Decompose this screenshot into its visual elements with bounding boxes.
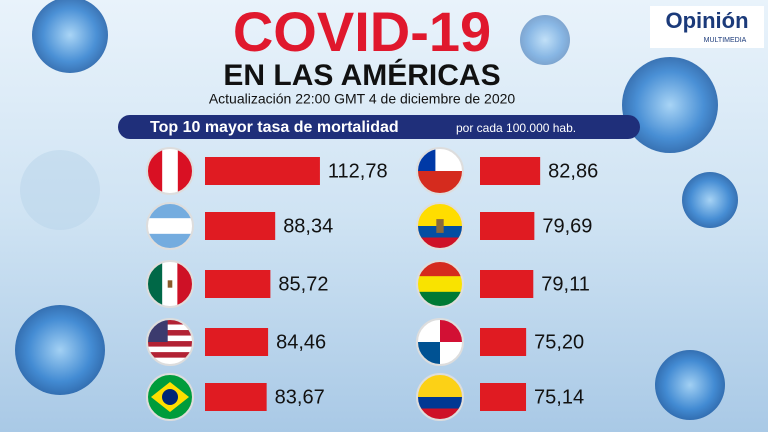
flag-rim	[416, 260, 464, 308]
flag-rim	[146, 318, 194, 366]
value-label: 79,69	[542, 215, 592, 237]
bar	[480, 212, 535, 240]
flag-rim	[146, 373, 194, 421]
flag-part	[417, 397, 463, 409]
update: Actualización 22:00 GMT 4 de diciembre d…	[209, 91, 516, 107]
flag-part	[147, 218, 193, 234]
subtitle: EN LAS AMÉRICAS	[223, 58, 500, 92]
bar	[205, 212, 276, 240]
bar	[480, 383, 527, 411]
chart-title: Top 10 mayor tasa de mortalidad	[150, 119, 399, 136]
flag-rim	[416, 373, 464, 421]
banner	[118, 115, 640, 139]
value-label: 85,72	[278, 273, 328, 295]
flag-part	[147, 319, 193, 325]
flag	[417, 319, 463, 365]
value-label: 112,78	[328, 160, 388, 182]
title: COVID-19	[233, 0, 491, 63]
bar	[480, 328, 527, 356]
flag-part	[162, 389, 178, 405]
value-label: 84,46	[276, 331, 326, 353]
flag-rim	[416, 202, 464, 250]
flag-part	[162, 148, 178, 194]
flag-part	[417, 276, 463, 292]
bar	[205, 270, 271, 298]
flag	[417, 148, 463, 194]
flag-rim	[146, 260, 194, 308]
rows: 112,78 88,34 85,72 84,46 83,67 82,86 79,69 79,1…	[146, 147, 598, 421]
flag	[417, 261, 463, 307]
flag-part	[167, 280, 173, 288]
value-label: 83,67	[275, 386, 325, 408]
bar	[205, 383, 267, 411]
flag-rim	[146, 202, 194, 250]
flag-part	[436, 219, 444, 233]
flag-rim	[416, 318, 464, 366]
flag-part	[417, 203, 463, 226]
flag-part	[147, 352, 193, 358]
value-label: 82,86	[548, 160, 598, 182]
flag	[417, 374, 463, 420]
bar	[205, 328, 269, 356]
bar	[205, 157, 320, 185]
flag-part	[147, 330, 193, 336]
logo-box	[650, 6, 764, 48]
flag-part	[147, 341, 193, 347]
flag	[147, 374, 193, 420]
flag	[417, 203, 463, 249]
logo: Opinión	[665, 8, 748, 33]
flag-rim	[146, 147, 194, 195]
flag	[147, 203, 193, 249]
value-label: 75,20	[534, 331, 584, 353]
flag-rim	[416, 147, 464, 195]
flag-part	[417, 374, 463, 397]
chart-subtitle: por cada 100.000 hab.	[456, 121, 576, 135]
value-label: 79,11	[541, 273, 590, 295]
flag	[147, 319, 193, 365]
virus-decoration	[15, 0, 738, 420]
value-label: 75,14	[534, 386, 584, 408]
logo-sub: MULTIMEDIA	[704, 37, 747, 44]
value-label: 88,34	[283, 215, 333, 237]
flag	[147, 148, 193, 194]
bar	[480, 270, 534, 298]
bar	[480, 157, 541, 185]
